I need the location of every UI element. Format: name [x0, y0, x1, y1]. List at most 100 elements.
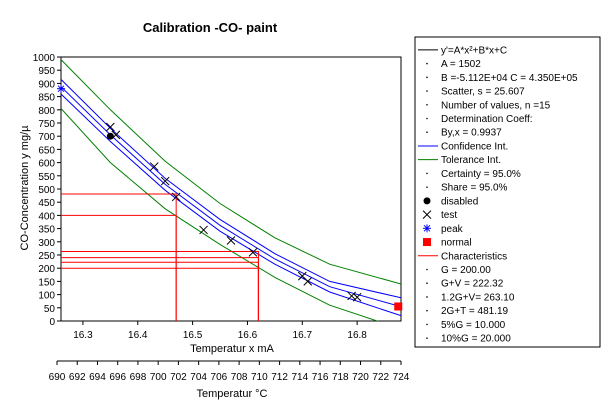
point-test	[149, 162, 159, 171]
y-tick-label: 250	[38, 251, 55, 262]
legend-label: G+V = 222.32	[441, 279, 504, 290]
point-test-stroke	[248, 248, 258, 257]
x2-tick-label: 710	[251, 372, 268, 383]
y-tick-label: 150	[38, 277, 55, 288]
legend-label: Scatter, s = 25.607	[441, 87, 525, 98]
confidence-line	[61, 79, 401, 299]
confidence-line	[61, 93, 401, 317]
y-tick-label: 600	[38, 159, 55, 170]
characteristic-line	[61, 214, 177, 321]
y-tick-label: 900	[38, 79, 55, 90]
x2-tick-label: 718	[332, 372, 349, 383]
y-tick-label: 1000	[33, 53, 56, 64]
legend-swatch	[426, 296, 428, 298]
legend-swatch	[426, 103, 428, 106]
legend-label: Tolerance Int.	[441, 155, 501, 166]
y-tick-label: 850	[38, 93, 55, 104]
point-test-stroke	[303, 277, 313, 286]
legend-label: Characteristics	[441, 251, 507, 262]
x2-tick-label: 708	[231, 372, 248, 383]
x2-tick-label: 720	[352, 372, 369, 383]
legend-box	[414, 36, 601, 348]
y-axis-label: CO-Concentration y mg/µ	[19, 125, 31, 251]
legend-swatch	[423, 197, 431, 205]
legend-label: 10%G = 20.000	[441, 334, 511, 345]
point-disabled-shape	[106, 132, 114, 140]
legend-label: 2G+T = 481.19	[441, 306, 509, 317]
point-test-stroke	[352, 292, 362, 302]
legend-swatch	[422, 210, 432, 219]
x2-tick-label: 704	[190, 372, 207, 383]
point-test-stroke	[347, 291, 356, 301]
point-test	[171, 192, 181, 202]
legend-label: Number of values, n =15	[441, 100, 551, 111]
x2-tick-label: 702	[170, 372, 187, 383]
legend-swatch	[426, 117, 428, 120]
y-tick-label: 350	[38, 225, 55, 236]
legend-label: y'=A*x²+B*x+C	[441, 45, 507, 56]
legend-label: test	[441, 210, 457, 221]
legend-label: Confidence Int.	[441, 141, 508, 152]
legend-swatch	[423, 238, 431, 247]
point-test	[347, 291, 356, 301]
point-test	[226, 236, 236, 245]
legend-swatch	[426, 309, 428, 312]
legend-swatch-shape	[423, 197, 431, 205]
x2-tick-label: 716	[312, 372, 329, 383]
x2-tick-label: 722	[372, 372, 389, 383]
legend-swatch	[426, 90, 428, 92]
y-tick-label: 400	[38, 211, 55, 222]
legend-label: 5%G = 10.000	[441, 320, 506, 331]
x2-tick-label: 698	[130, 372, 147, 383]
y-tick-label: 0	[49, 317, 55, 328]
point-disabled	[106, 132, 114, 140]
characteristic-line	[61, 267, 259, 321]
y-tick-label: 450	[38, 198, 55, 209]
point-test-stroke	[297, 271, 307, 281]
y-tick-label: 550	[38, 172, 55, 183]
x-axis-label: Temperatur x mA	[190, 343, 274, 355]
point-test-stroke	[171, 192, 181, 202]
legend-swatch	[426, 62, 428, 65]
point-normal	[394, 302, 403, 311]
x2-tick-label: 724	[393, 372, 410, 383]
x-tick-label: 16.5	[183, 330, 203, 341]
legend-label: normal	[441, 238, 472, 249]
legend-swatch	[426, 172, 428, 175]
point-normal-shape	[394, 302, 403, 311]
legend-swatch	[423, 224, 431, 233]
legend-swatch-stroke	[422, 210, 432, 219]
legend-label: disabled	[441, 196, 478, 207]
x2-tick-label: 696	[109, 372, 126, 383]
legend-label: Certainty = 95.0%	[441, 169, 521, 180]
legend-label: Share = 95.0%	[441, 183, 508, 194]
y-tick-label: 800	[38, 106, 55, 117]
legend-swatch-stroke	[423, 224, 431, 232]
point-test-stroke	[106, 122, 115, 132]
legend-swatch	[426, 323, 428, 326]
legend-label: A = 1502	[441, 59, 481, 70]
y-tick-label: 500	[38, 185, 55, 196]
x-tick-label: 16.4	[128, 330, 148, 341]
legend-swatch	[426, 268, 428, 271]
point-test	[106, 122, 115, 132]
legend-label: By,x = 0.9937	[441, 128, 502, 139]
x2-tick-label: 700	[150, 372, 167, 383]
x2-tick-label: 690	[49, 372, 66, 383]
x2-tick-label: 714	[291, 372, 308, 383]
legend-swatch	[426, 282, 428, 285]
tolerance-line	[61, 108, 379, 321]
point-test	[352, 292, 362, 302]
legend-label: G = 200.00	[441, 265, 491, 276]
point-test	[199, 225, 208, 235]
point-test-stroke	[149, 162, 159, 171]
chart-title: Calibration -CO- paint	[143, 20, 278, 35]
y-tick-label: 950	[38, 66, 55, 77]
point-peak	[57, 84, 65, 93]
x-tick-label: 16.6	[238, 330, 258, 341]
y-tick-label: 50	[44, 304, 56, 315]
x-tick-label: 16.7	[293, 330, 313, 341]
point-peak-stroke	[57, 85, 65, 93]
